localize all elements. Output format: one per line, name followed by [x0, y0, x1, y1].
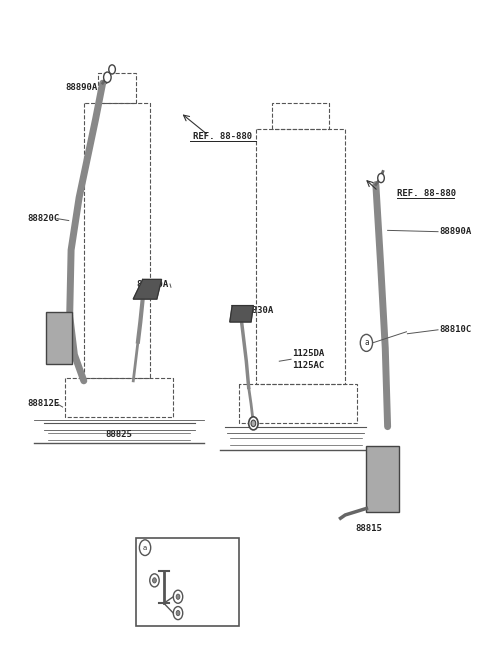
Circle shape: [251, 420, 256, 426]
Circle shape: [360, 334, 372, 351]
Bar: [46, 312, 72, 365]
Text: 88812E: 88812E: [27, 399, 60, 408]
Text: 88810C: 88810C: [439, 325, 472, 334]
Circle shape: [173, 606, 183, 620]
Polygon shape: [133, 279, 162, 299]
Text: 88840A: 88840A: [136, 279, 168, 288]
Text: 88877: 88877: [209, 587, 234, 597]
FancyBboxPatch shape: [136, 538, 239, 626]
Text: 88890A: 88890A: [439, 227, 472, 236]
Circle shape: [378, 173, 384, 183]
Circle shape: [153, 578, 156, 583]
Text: 1125DA: 1125DA: [292, 349, 325, 358]
Bar: [366, 446, 399, 512]
Text: a: a: [143, 545, 147, 551]
Circle shape: [150, 574, 159, 587]
Circle shape: [139, 540, 151, 556]
Circle shape: [109, 65, 115, 74]
Circle shape: [173, 590, 183, 603]
Circle shape: [249, 417, 258, 430]
Text: 88825: 88825: [105, 430, 132, 439]
Text: 88820C: 88820C: [27, 214, 60, 223]
Circle shape: [176, 610, 180, 616]
Text: a: a: [364, 338, 369, 348]
Circle shape: [104, 72, 111, 83]
Polygon shape: [230, 306, 253, 322]
Text: 88830A: 88830A: [241, 306, 274, 315]
Circle shape: [176, 594, 180, 599]
Text: 1125AC: 1125AC: [292, 361, 325, 370]
Text: 88878: 88878: [164, 568, 189, 576]
Text: 88815: 88815: [355, 524, 382, 533]
Text: 88890A: 88890A: [66, 83, 98, 92]
Text: REF. 88-880: REF. 88-880: [193, 132, 252, 141]
Text: REF. 88-880: REF. 88-880: [397, 189, 456, 198]
